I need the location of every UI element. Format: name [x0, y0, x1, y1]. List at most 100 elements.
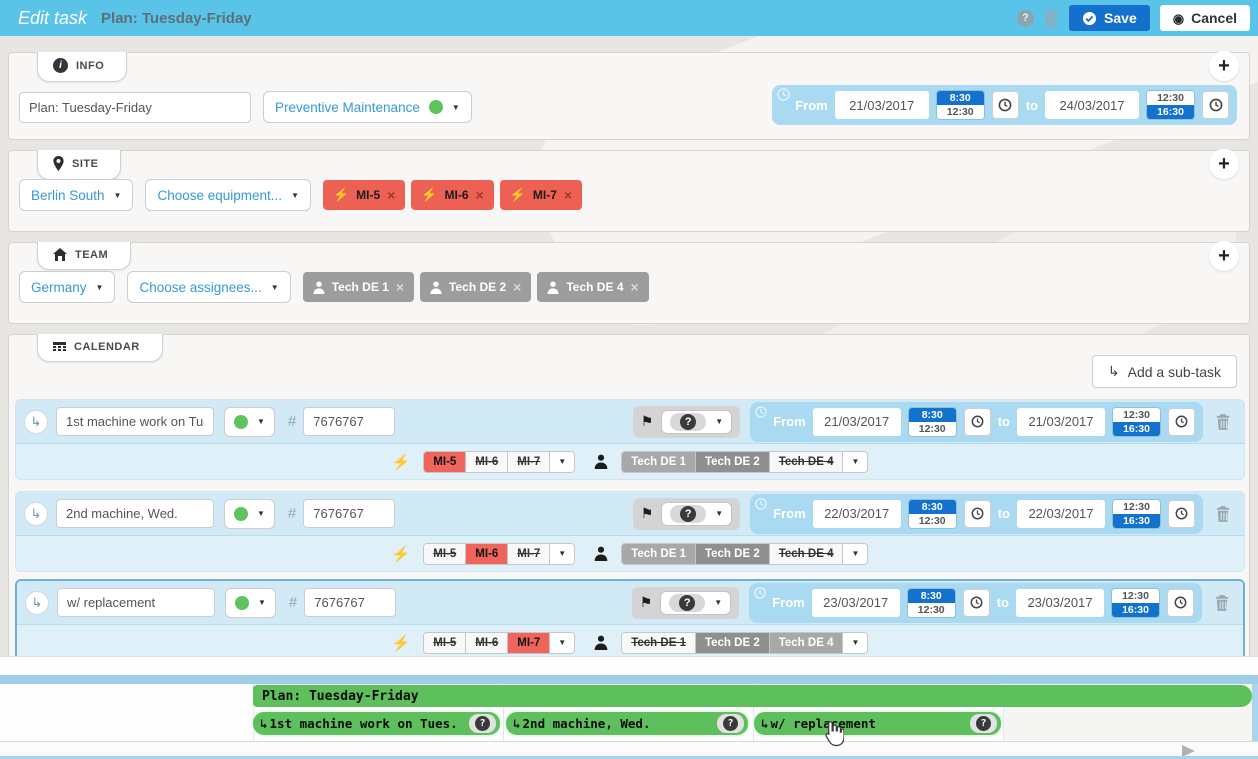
- equipment-toggle[interactable]: MI-5: [424, 451, 466, 472]
- assignee-toggle[interactable]: Tech DE 1: [622, 543, 695, 564]
- remove-tag-icon[interactable]: ×: [563, 187, 573, 203]
- site-add-button[interactable]: +: [1209, 149, 1239, 179]
- assignee-toggle[interactable]: Tech DE 2: [694, 451, 769, 472]
- to-time-picker-button[interactable]: [1167, 588, 1194, 617]
- assignee-toggle[interactable]: Tech DE 4: [768, 451, 843, 472]
- subtask-name-input[interactable]: [57, 588, 215, 617]
- site-region-dropdown[interactable]: Berlin South ▼: [19, 179, 134, 211]
- equipment-select-dropdown[interactable]: Choose equipment... ▼: [145, 179, 311, 211]
- chevron-down-icon[interactable]: ▼: [549, 451, 575, 472]
- subtask-number-input[interactable]: [303, 499, 396, 528]
- to-time-option-2[interactable]: 16:30: [1147, 105, 1194, 119]
- to-time-option-2[interactable]: 16:30: [1113, 513, 1160, 528]
- team-add-button[interactable]: +: [1209, 241, 1239, 271]
- task-type-dropdown[interactable]: Preventive Maintenance ▼: [263, 91, 472, 123]
- bar-status-badge[interactable]: ?: [970, 714, 997, 733]
- to-time-selector[interactable]: 12:30 16:30: [1146, 90, 1195, 120]
- from-time-selector[interactable]: 8:30 12:30: [907, 498, 957, 529]
- priority-dropdown[interactable]: ? ▼: [661, 501, 733, 526]
- from-time-option-1[interactable]: 8:30: [908, 499, 956, 514]
- assignee-toggle[interactable]: Tech DE 1: [622, 451, 695, 472]
- equipment-toggle[interactable]: MI-7: [507, 543, 550, 564]
- equipment-toggle[interactable]: MI-6: [465, 632, 508, 653]
- save-button[interactable]: Save: [1069, 5, 1150, 31]
- subtask-name-input[interactable]: [56, 499, 214, 528]
- gantt-subtask-bar[interactable]: ↳ w/ replacement ?: [752, 710, 1003, 737]
- gantt-subtask-bar[interactable]: ↳ 2nd machine, Wed. ?: [504, 710, 750, 737]
- to-time-option-1[interactable]: 12:30: [1147, 91, 1194, 105]
- priority-dropdown[interactable]: ? ▼: [660, 590, 732, 615]
- from-date-input[interactable]: [811, 588, 900, 617]
- info-add-button[interactable]: +: [1209, 51, 1239, 81]
- delete-subtask-icon[interactable]: [1216, 505, 1230, 522]
- to-time-selector[interactable]: 12:30 16:30: [1112, 406, 1161, 437]
- equipment-toggle[interactable]: MI-5: [424, 543, 466, 564]
- to-time-option-1[interactable]: 12:30: [1113, 407, 1160, 422]
- assignee-select-dropdown[interactable]: Choose assignees... ▼: [127, 271, 291, 303]
- assignee-toggle[interactable]: Tech DE 2: [694, 543, 769, 564]
- from-time-selector[interactable]: 8:30 12:30: [935, 90, 985, 120]
- equipment-tag[interactable]: ⚡ MI-7 ×: [499, 180, 583, 210]
- add-subtask-button[interactable]: ↳ Add a sub-task: [1091, 355, 1237, 388]
- delete-subtask-icon[interactable]: [1216, 413, 1230, 430]
- task-name-input[interactable]: [19, 91, 251, 123]
- chevron-down-icon[interactable]: ▼: [549, 632, 575, 653]
- to-date-input[interactable]: [1016, 588, 1104, 617]
- gantt-subtask-bar[interactable]: ↳ 1st machine work on Tues. ?: [251, 710, 502, 737]
- priority-dropdown[interactable]: ? ▼: [661, 409, 733, 434]
- remove-tag-icon[interactable]: ×: [630, 279, 639, 295]
- remove-tag-icon[interactable]: ×: [475, 187, 484, 203]
- from-time-option-1[interactable]: 8:30: [936, 91, 984, 105]
- remove-tag-icon[interactable]: ×: [387, 187, 396, 203]
- from-time-picker-button[interactable]: [962, 588, 990, 617]
- to-time-picker-button[interactable]: [1168, 499, 1195, 528]
- delete-task-icon[interactable]: [1044, 9, 1059, 27]
- to-time-option-2[interactable]: 16:30: [1113, 421, 1160, 436]
- equipment-toggle[interactable]: MI-6: [465, 451, 508, 472]
- from-date-input[interactable]: [834, 91, 929, 119]
- to-date-input[interactable]: [1017, 407, 1105, 436]
- to-time-selector[interactable]: 12:30 16:30: [1111, 587, 1160, 618]
- cancel-button[interactable]: ◉ Cancel: [1159, 5, 1250, 31]
- from-date-input[interactable]: [812, 407, 901, 436]
- from-time-picker-button[interactable]: [991, 91, 1019, 119]
- subtask-number-input[interactable]: [303, 407, 396, 436]
- from-time-selector[interactable]: 8:30 12:30: [907, 406, 957, 437]
- chevron-down-icon[interactable]: ▼: [842, 632, 868, 653]
- from-time-option-1[interactable]: 8:30: [908, 407, 956, 422]
- from-time-picker-button[interactable]: [963, 407, 991, 436]
- chevron-down-icon[interactable]: ▼: [549, 543, 575, 564]
- equipment-tag[interactable]: ⚡ MI-5 ×: [322, 180, 406, 210]
- chevron-down-icon[interactable]: ▼: [842, 451, 868, 472]
- timeline-scrollbar[interactable]: [0, 741, 1258, 757]
- subtask-status-dropdown[interactable]: ▼: [224, 498, 275, 529]
- team-region-dropdown[interactable]: Germany ▼: [19, 271, 116, 303]
- gantt-plan-bar[interactable]: Plan: Tuesday-Friday: [253, 685, 1252, 707]
- assignee-toggle[interactable]: Tech DE 4: [768, 632, 843, 653]
- help-icon[interactable]: ?: [1017, 9, 1035, 27]
- from-time-option-1[interactable]: 8:30: [907, 588, 955, 603]
- subtask-number-input[interactable]: [304, 588, 397, 617]
- delete-subtask-icon[interactable]: [1215, 594, 1229, 611]
- subtask-status-dropdown[interactable]: ▼: [225, 587, 276, 618]
- to-date-input[interactable]: [1045, 91, 1139, 119]
- assignee-toggle[interactable]: Tech DE 1: [622, 632, 695, 653]
- from-time-option-2[interactable]: 12:30: [908, 421, 956, 436]
- assignee-toggle[interactable]: Tech DE 4: [768, 543, 843, 564]
- from-time-option-2[interactable]: 12:30: [936, 105, 984, 119]
- from-time-option-2[interactable]: 12:30: [908, 513, 956, 528]
- chevron-down-icon[interactable]: ▼: [842, 543, 868, 564]
- to-time-picker-button[interactable]: [1168, 407, 1195, 436]
- assignee-tag[interactable]: Tech DE 1 ×: [302, 272, 415, 302]
- subtask-name-input[interactable]: [56, 407, 214, 436]
- equipment-toggle[interactable]: MI-7: [507, 451, 550, 472]
- equipment-tag[interactable]: ⚡ MI-6 ×: [411, 180, 494, 210]
- from-date-input[interactable]: [812, 499, 901, 528]
- scroll-right-arrow[interactable]: [1182, 745, 1195, 757]
- assignee-tag[interactable]: Tech DE 2 ×: [420, 272, 532, 302]
- bar-status-badge[interactable]: ?: [717, 714, 744, 733]
- equipment-toggle[interactable]: MI-5: [424, 632, 466, 653]
- equipment-toggle[interactable]: MI-6: [465, 543, 508, 564]
- subtask-status-dropdown[interactable]: ▼: [224, 406, 275, 437]
- to-time-selector[interactable]: 12:30 16:30: [1112, 498, 1161, 529]
